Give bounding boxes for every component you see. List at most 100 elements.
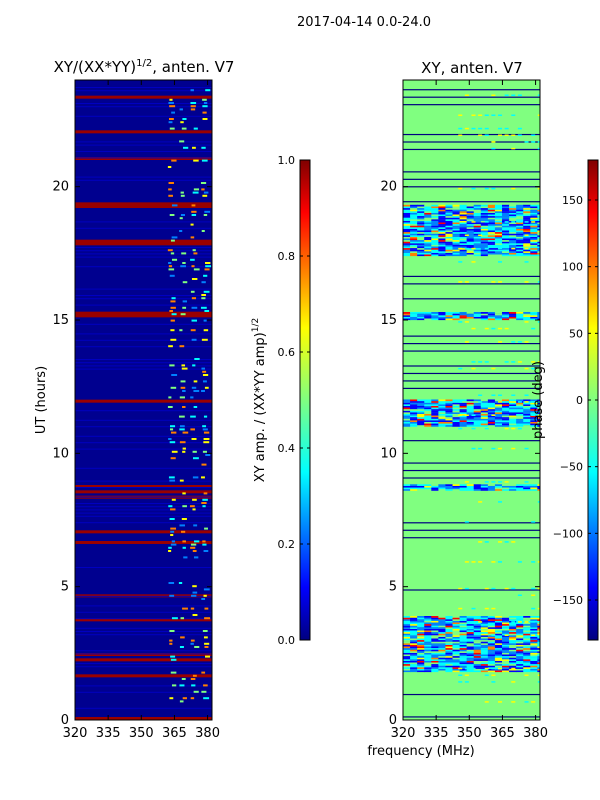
phase-cell [410,244,418,247]
phase-cell [417,318,425,321]
phase-cell [480,211,489,213]
phase-cell [452,313,461,316]
phase-speckle [484,221,489,223]
phase-cell [431,636,439,639]
phase-cell [501,235,510,237]
phase-cell [445,635,453,637]
phase-cell [530,640,538,642]
phase-cell [509,313,517,316]
phase-cell [424,643,432,645]
phase-cell [480,252,489,255]
bright-spot [183,556,188,559]
phase-cell [410,651,418,653]
phase-cell [537,214,540,217]
row-line [75,496,212,498]
y-tick-label: 10 [380,446,397,461]
bright-spot [170,425,176,428]
phase-cell [487,228,496,231]
phase-cell [466,636,475,639]
phase-cell [494,654,503,657]
bright-spot [168,102,174,104]
phase-cell [516,415,524,418]
phase-cell [438,246,446,249]
phase-cell [417,616,425,618]
phase-cell [509,423,517,426]
phase-speckle [484,134,489,136]
phase-cell [473,399,482,402]
phase-cell [445,233,453,236]
phase-cell [509,641,517,644]
phase-cell [516,489,524,491]
bright-spot [182,505,187,508]
bright-spot [192,249,196,252]
bright-spot [171,540,176,543]
phase-cell [452,668,461,671]
phase-cell [487,232,496,234]
phase-cell [516,649,524,652]
phase-cell [494,412,503,414]
bright-spot [180,380,186,383]
phase-cell [403,228,411,231]
phase-speckle [478,127,483,130]
phase-cell [487,415,496,418]
phase-speckle [517,127,522,130]
phase-cell [480,630,489,633]
bright-spot [171,159,177,162]
phase-cell [473,648,482,650]
phase-cell [530,316,538,319]
phase-cell [480,236,489,239]
phase-cell [431,246,439,249]
phase-cell [410,404,418,406]
phase-cell [494,216,503,218]
phase-cell [466,641,475,644]
phase-speckle [471,127,476,130]
phase-cell [445,249,453,252]
phase-cell [459,222,468,225]
phase-cell [523,660,531,663]
phase-cell [431,222,439,225]
phase-cell [473,425,482,427]
phase-cell [417,638,425,641]
phase-cell [452,225,461,228]
phase-cell [537,244,540,247]
phase-cell [473,407,482,410]
phase-cell [501,233,510,236]
phase-cell [431,409,439,411]
phase-cell [424,662,432,665]
phase-cell [501,228,510,231]
phase-cell [459,219,468,221]
phase-cell [473,624,482,626]
phase-cell [530,667,538,669]
phase-cell [466,625,475,628]
phase-cell [403,312,411,314]
phase-cell [466,640,475,642]
phase-cell [417,254,425,257]
phase-cell [417,312,425,314]
phase-cell [403,616,411,618]
bright-spot [201,294,206,296]
bright-spot [169,118,174,120]
bright-spot [203,594,207,597]
bright-spot [202,380,207,383]
phase-cell [431,646,439,649]
phase-cell [509,254,517,257]
phase-cell [403,208,411,210]
phase-cell [410,217,418,220]
phase-cell [466,657,475,660]
row-line [75,304,212,306]
phase-cell [424,659,432,661]
phase-cell [438,665,446,668]
phase-cell [466,648,475,650]
phase-cell [494,617,503,620]
phase-cell [410,209,418,212]
phase-cell [494,316,503,319]
phase-cell [509,413,517,416]
saturated-row [75,530,212,534]
phase-cell [431,619,439,621]
phase-cell [431,225,439,228]
phase-cell [487,648,496,650]
phase-cell [530,649,538,652]
phase-cell [403,646,411,649]
phase-cell [509,227,517,229]
